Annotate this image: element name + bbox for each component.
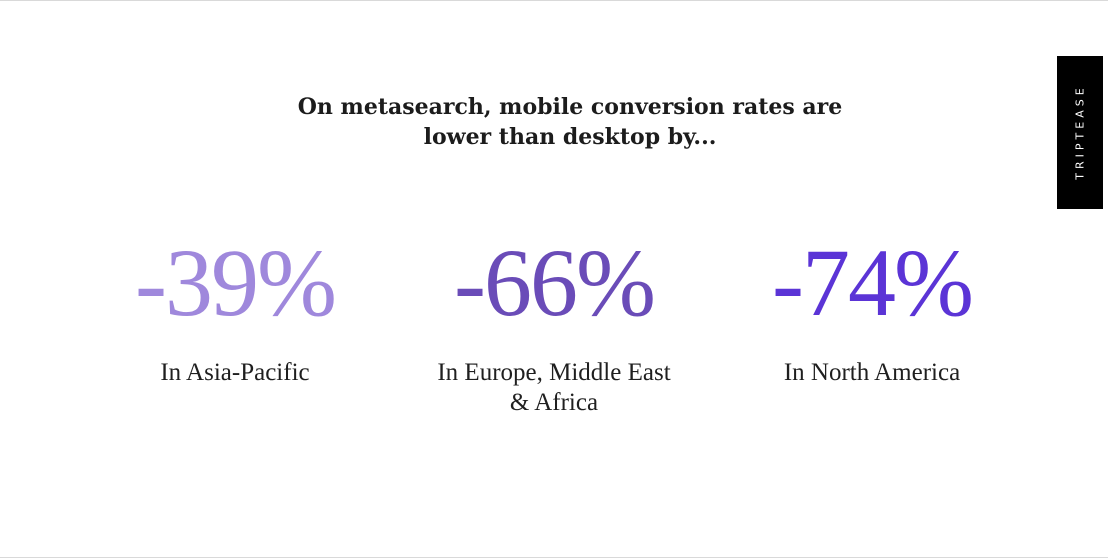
top-border bbox=[0, 0, 1108, 1]
stat-label: In Europe, Middle East & Africa bbox=[404, 358, 704, 418]
headline-line-2: lower than desktop by... bbox=[423, 124, 717, 150]
headline-line-1: On metasearch, mobile conversion rates a… bbox=[297, 94, 843, 120]
stat-label-line: In Europe, Middle East bbox=[437, 359, 671, 386]
stat-label-line: In Asia-Pacific bbox=[160, 359, 310, 386]
stat-label-line: In North America bbox=[783, 359, 961, 386]
stat-value: -66% bbox=[454, 229, 656, 336]
stat-label: In Asia-Pacific bbox=[85, 358, 385, 388]
stat-value: -39% bbox=[135, 229, 337, 336]
headline: On metasearch, mobile conversion rates a… bbox=[250, 92, 890, 152]
brand-tab: TRIPTEASE bbox=[1057, 56, 1103, 209]
stat-north-america: -74% In North America bbox=[722, 228, 1022, 388]
stat-value: -74% bbox=[772, 229, 974, 336]
stat-emea: -66% In Europe, Middle East & Africa bbox=[404, 228, 704, 418]
stat-label: In North America bbox=[722, 358, 1022, 388]
stat-label-line: & Africa bbox=[509, 389, 599, 416]
stat-asia-pacific: -39% In Asia-Pacific bbox=[85, 228, 385, 388]
brand-logo-text: TRIPTEASE bbox=[1073, 84, 1087, 180]
